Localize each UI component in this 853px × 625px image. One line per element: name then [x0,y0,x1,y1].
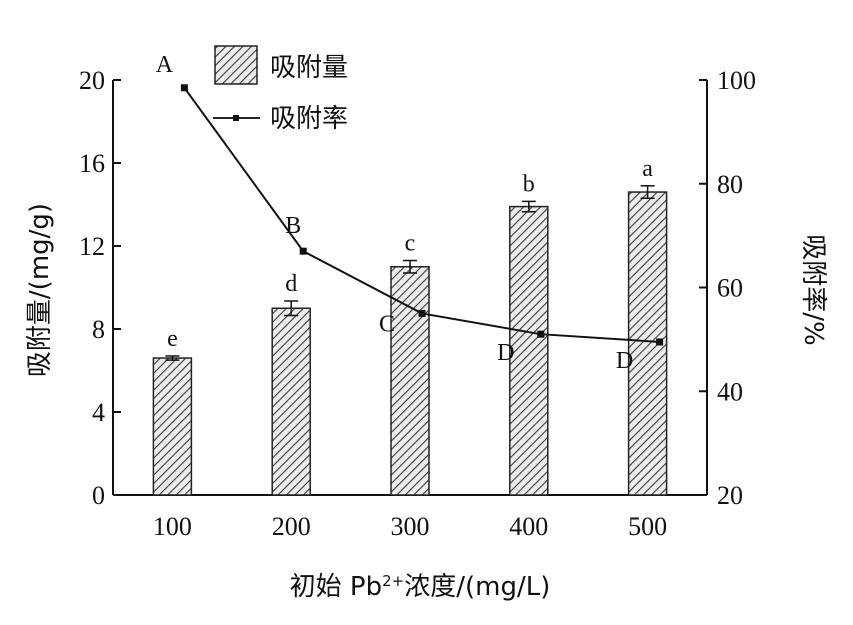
bar [271,307,311,496]
bar [152,357,193,496]
line-letter: C [379,311,395,337]
y-left-tick-label: 16 [79,149,105,178]
bar [390,266,430,496]
bar-letter: b [523,171,535,197]
line-letter: D [497,340,514,366]
line-letter: B [285,213,301,239]
line-point [418,309,426,317]
line-letter: A [156,52,174,78]
legend-line-label: 吸附率 [270,104,348,134]
legend-line-marker [233,115,239,121]
line-point [299,247,307,255]
x-tick-label: 100 [153,512,192,541]
y-left-tick-label: 8 [92,315,105,344]
y-right-tick-label: 60 [717,274,743,303]
error-bars [165,185,655,361]
y-right-tick-label: 100 [717,66,756,95]
line-point [656,338,664,346]
y-right-tick-label: 80 [717,170,743,199]
line-point [537,330,545,338]
line-letter: D [616,348,633,374]
x-tick-label: 200 [272,512,311,541]
bar-letter: d [285,271,297,297]
bar-letter: e [167,326,178,352]
y-left-tick-label: 12 [79,232,105,261]
y-left-tick-label: 20 [79,66,105,95]
x-tick-label: 300 [391,512,430,541]
x-axis-title: 初始 Pb2+浓度/(mg/L) [290,572,551,602]
significance-letters: e d c b a A B C D D [156,52,654,374]
y-left-tick-label: 4 [92,398,105,427]
y-right-tick-label: 40 [717,377,743,406]
x-tick-label: 500 [628,512,667,541]
line-point [180,84,188,92]
bar [509,205,549,496]
y-left-tick-label: 0 [92,481,105,510]
y-right-tick-label: 20 [717,481,743,510]
legend-bar-label: 吸附量 [270,53,348,83]
axes: 0 4 8 12 16 20 20 40 60 80 100 100 200 300 400 500 [79,66,756,541]
legend: 吸附量 吸附率 [213,45,348,134]
legend-bar-swatch [214,45,258,85]
x-tick-label: 400 [509,512,548,541]
y-axis-left-title: 吸附量/(mg/g) [25,203,55,377]
bar-letter: c [405,231,416,257]
line-series [180,84,664,346]
bar-letter: a [642,156,653,182]
y-axis-right-title: 吸附率/% [798,234,828,345]
